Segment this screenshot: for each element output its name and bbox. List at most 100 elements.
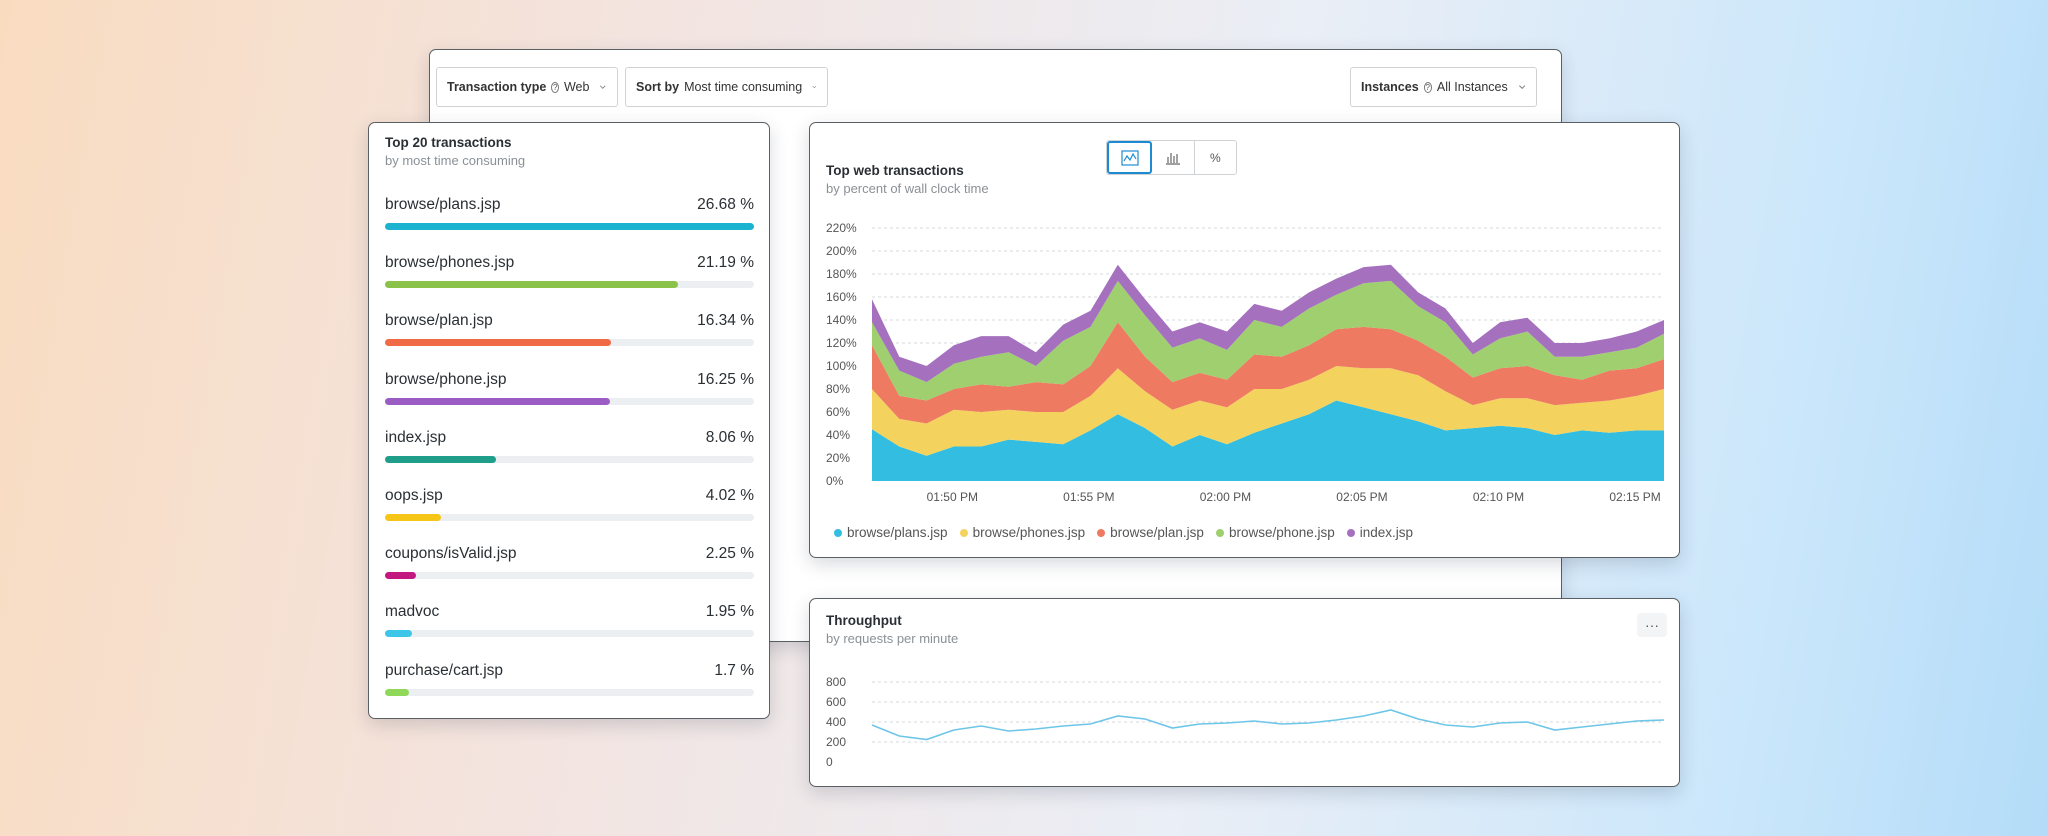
legend-item[interactable]: browse/phones.jsp <box>959 525 1086 540</box>
transaction-name[interactable]: browse/plans.jsp <box>385 196 501 213</box>
transaction-name[interactable]: oops.jsp <box>385 487 443 504</box>
transaction-bar-track <box>385 339 754 347</box>
bar-chart-icon <box>1165 152 1180 165</box>
legend-dot <box>834 528 842 537</box>
panel-subtitle: by most time consuming <box>385 153 526 168</box>
transaction-name[interactable]: browse/phones.jsp <box>385 254 515 272</box>
transaction-percent: 2.25 % <box>705 545 754 563</box>
more-options-button[interactable]: ··· <box>1637 613 1667 637</box>
throughput-panel: Throughput by requests per minute ··· 0 2… <box>809 598 1680 787</box>
x-tick-label: 01:55 PM <box>1063 490 1114 504</box>
legend-label: browse/phone.jsp <box>1228 525 1335 540</box>
y-tick-label: 0% <box>826 474 844 488</box>
percent-toggle[interactable]: % <box>1195 141 1236 174</box>
x-tick-label: 02:05 PM <box>1336 490 1387 504</box>
transaction-bar-track <box>385 397 754 405</box>
transaction-percent: 21.19 % <box>697 254 754 272</box>
x-tick-label: 02:00 PM <box>1200 490 1251 504</box>
area-series-browse-phone-jsp <box>872 280 1664 401</box>
y-tick-label: 200% <box>826 244 857 258</box>
legend-dot <box>959 528 968 537</box>
legend-item[interactable]: index.jsp <box>1346 525 1414 540</box>
transaction-row[interactable]: browse/plans.jsp 26.68 % <box>385 196 754 254</box>
instances-value: All Instances <box>1436 80 1508 94</box>
top-web-transactions-panel: Top web transactions by percent of wall … <box>809 122 1680 558</box>
transaction-row[interactable]: browse/phone.jsp 16.25 % <box>385 371 754 429</box>
transaction-bar-fill <box>385 572 416 580</box>
transaction-bar-track <box>385 630 754 638</box>
y-tick-label: 800 <box>826 675 846 689</box>
x-tick-label: 01:50 PM <box>927 490 978 504</box>
legend-dot <box>1346 528 1355 537</box>
sort-by-label: Sort by <box>636 80 680 94</box>
x-tick-label: 02:15 PM <box>1609 490 1660 504</box>
transaction-bar-track <box>385 223 754 230</box>
throughput-line-chart: 0 200 400 600 800 <box>826 675 1665 769</box>
transaction-name[interactable]: browse/plan.jsp <box>385 312 493 330</box>
y-tick-label: 200 <box>826 735 846 749</box>
legend-label: browse/phones.jsp <box>972 525 1086 540</box>
y-tick-label: 180% <box>826 267 857 281</box>
transaction-bar-track <box>385 572 754 580</box>
transaction-type-label: Transaction type <box>447 80 547 94</box>
transaction-row[interactable]: browse/phones.jsp 21.19 % <box>385 254 754 312</box>
x-tick-label: 02:10 PM <box>1473 490 1524 504</box>
instances-label: Instances <box>1361 80 1419 94</box>
sort-by-value: Most time consuming <box>684 80 803 94</box>
y-tick-label: 160% <box>826 290 857 304</box>
transaction-name[interactable]: madvoc <box>385 603 440 621</box>
area-series-browse-phones-jsp <box>872 366 1664 456</box>
transaction-percent: 8.06 % <box>705 428 754 446</box>
transaction-row[interactable]: browse/plan.jsp 16.34 % <box>385 312 754 370</box>
legend-item[interactable]: browse/phone.jsp <box>1215 525 1335 540</box>
legend-item[interactable]: browse/plan.jsp <box>1097 525 1204 540</box>
stacked-area-chart: 0% 20% 40% 60% 80% 100% 120% 140% 160% 180% 200% 22… <box>826 221 1664 504</box>
transaction-percent: 16.25 % <box>697 370 754 388</box>
chart-title: Top web transactions <box>826 163 964 178</box>
transaction-row[interactable]: oops.jsp 4.02 % <box>385 487 754 545</box>
legend-label: browse/plan.jsp <box>1110 525 1204 540</box>
area-chart-toggle[interactable] <box>1107 141 1153 174</box>
y-tick-label: 400 <box>826 715 846 729</box>
transaction-bar-fill <box>385 630 412 638</box>
sort-by-dropdown[interactable]: Sort by Most time consuming <box>625 67 828 107</box>
transaction-name[interactable]: coupons/isValid.jsp <box>385 545 517 563</box>
throughput-line <box>871 709 1665 741</box>
throughput-title: Throughput <box>826 613 902 628</box>
transaction-row[interactable]: index.jsp 8.06 % <box>385 429 754 487</box>
percent-icon: % <box>1209 150 1221 165</box>
instances-dropdown[interactable]: Instances ? All Instances <box>1350 67 1537 107</box>
transaction-percent: 1.95 % <box>705 603 754 621</box>
transaction-bar-fill <box>385 397 610 405</box>
transaction-bar-fill <box>385 339 611 347</box>
transaction-bar-fill <box>385 455 497 463</box>
y-tick-label: 60% <box>826 405 850 419</box>
y-tick-label: 20% <box>826 451 850 465</box>
chevron-down-icon <box>1518 85 1525 90</box>
transaction-bar-fill <box>385 281 678 289</box>
transaction-percent: 16.34 % <box>697 312 754 330</box>
transaction-bar-track <box>385 281 754 289</box>
panel-title: Top 20 transactions <box>385 135 512 150</box>
transaction-row[interactable]: madvoc 1.95 % <box>385 603 754 661</box>
y-tick-label: 40% <box>826 428 850 442</box>
legend-item[interactable]: browse/plans.jsp <box>834 525 948 540</box>
help-icon[interactable]: ? <box>551 81 559 93</box>
transaction-type-value: Web <box>563 80 590 94</box>
y-tick-label: 80% <box>826 382 850 396</box>
chevron-down-icon <box>812 86 817 89</box>
area-chart-icon <box>1121 149 1139 166</box>
area-series-browse-plan-jsp <box>872 322 1664 424</box>
transaction-type-dropdown[interactable]: Transaction type ? Web <box>436 67 618 107</box>
transaction-name[interactable]: browse/phone.jsp <box>385 370 507 388</box>
help-icon[interactable]: ? <box>1423 81 1432 93</box>
y-tick-label: 600 <box>826 695 846 709</box>
transaction-name[interactable]: index.jsp <box>385 428 447 446</box>
legend-label: index.jsp <box>1359 525 1414 540</box>
transaction-name[interactable]: purchase/cart.jsp <box>385 661 504 679</box>
y-tick-label: 220% <box>826 221 857 235</box>
transaction-row[interactable]: coupons/isValid.jsp 2.25 % <box>385 545 754 603</box>
transaction-row[interactable]: purchase/cart.jsp 1.7 % <box>385 662 754 720</box>
y-tick-label: 140% <box>826 313 857 327</box>
bar-chart-toggle[interactable] <box>1152 141 1195 174</box>
